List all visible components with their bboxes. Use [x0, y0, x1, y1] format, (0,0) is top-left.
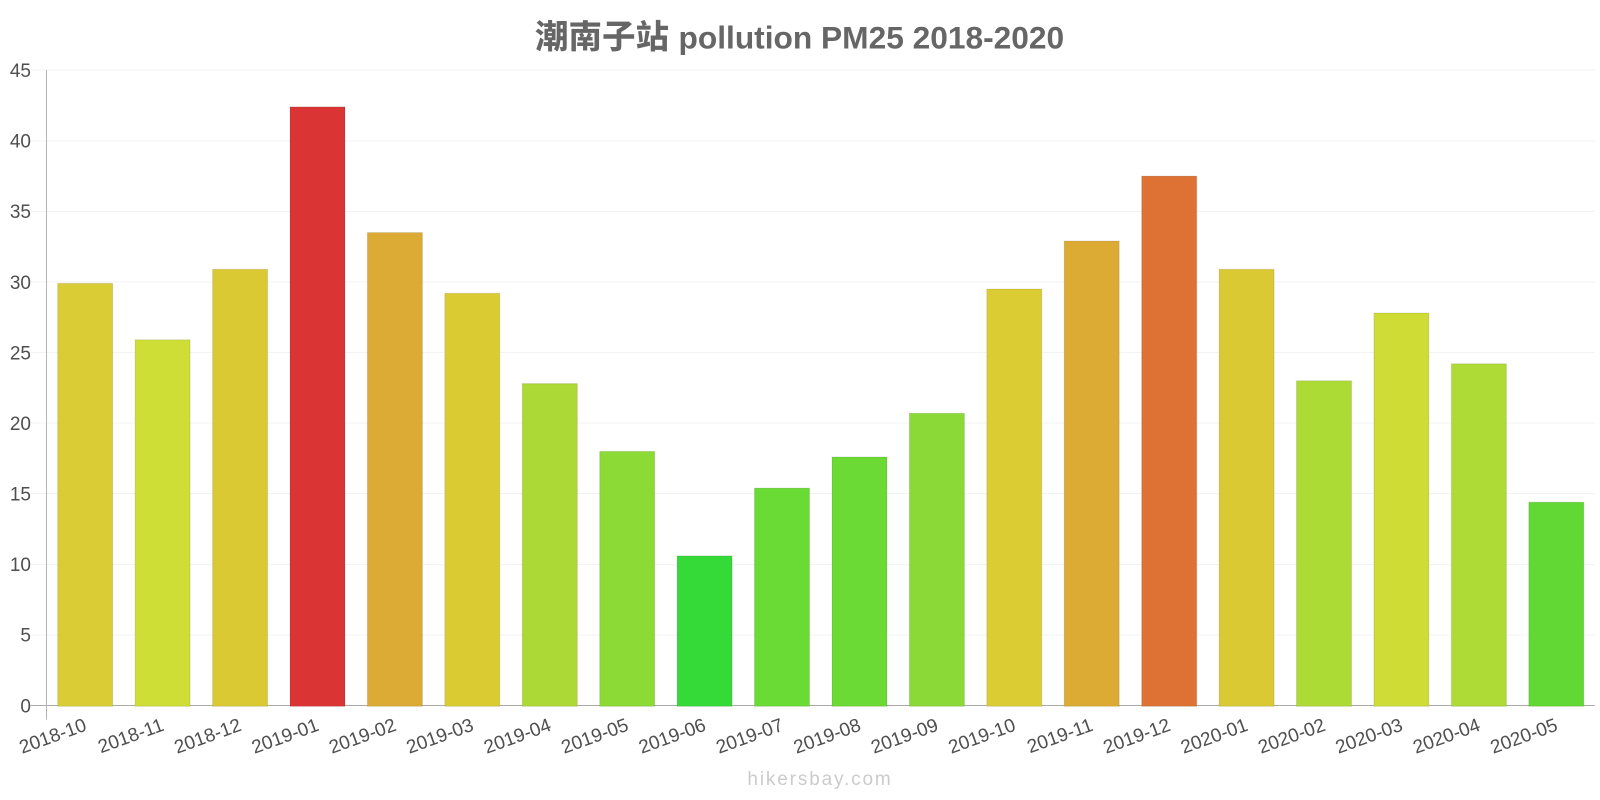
svg-text:40: 40: [10, 132, 31, 153]
svg-text:20: 20: [10, 414, 31, 435]
svg-text:25: 25: [10, 343, 31, 364]
svg-text:5: 5: [20, 626, 31, 647]
svg-text:45: 45: [10, 61, 31, 82]
svg-text:10: 10: [10, 555, 31, 576]
svg-text:0: 0: [20, 696, 31, 717]
svg-text:15: 15: [10, 485, 31, 506]
svg-text:35: 35: [10, 202, 31, 223]
svg-text:pollution PM25 2018-2020: pollution PM25 2018-2020: [679, 19, 1065, 55]
svg-text:30: 30: [10, 273, 31, 294]
svg-text:hikersbay.com: hikersbay.com: [747, 769, 892, 790]
